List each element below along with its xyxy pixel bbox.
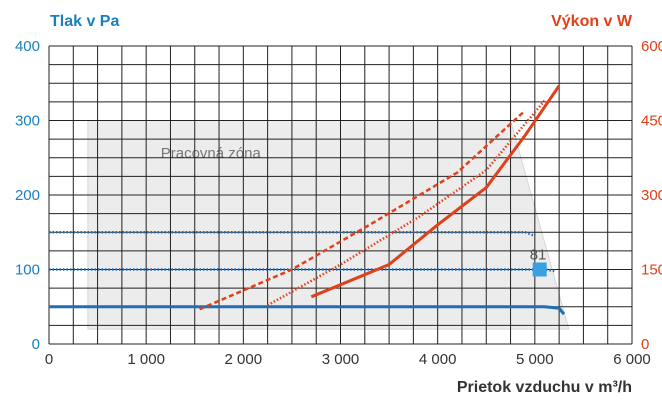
y-axis-right-label: Výkon v W: [551, 13, 633, 30]
working-zone: Pracovná zóna: [87, 120, 570, 330]
power-curve-2: [267, 99, 546, 307]
y-right-tick-label: 450: [641, 113, 662, 130]
x-tick-label: 6 000: [613, 351, 651, 368]
x-axis-label: Prietok vzduchu v m³/h: [457, 379, 632, 396]
operating-point-marker: [532, 262, 547, 277]
y-left-tick-label: 100: [15, 262, 40, 279]
operating-point-label: 81: [530, 247, 547, 264]
grid: [48, 45, 633, 345]
x-tick-label: 3 000: [322, 351, 360, 368]
working-zone-label: Pracovná zóna: [161, 145, 262, 162]
x-tick-label: 0: [45, 351, 53, 368]
y-left-tick-label: 300: [15, 113, 40, 130]
y-right-tick-label: 300: [641, 187, 662, 204]
y-right-tick-label: 600: [641, 38, 662, 55]
pressure-curve-1: [49, 305, 566, 316]
x-tick-label: 2 000: [225, 351, 263, 368]
y-right-tick-label: 150: [641, 262, 662, 279]
y-axis-left-label: Tlak v Pa: [50, 13, 119, 30]
y-left-tick-label: 400: [15, 38, 40, 55]
pressure-curve-2: [49, 268, 555, 273]
operating-point-layer: 81: [530, 247, 547, 277]
power-curve-1: [310, 84, 561, 299]
y-left-tick-label: 0: [32, 336, 40, 353]
y-left-tick-label: 200: [15, 187, 40, 204]
x-tick-label: 4 000: [419, 351, 457, 368]
x-tick-label: 5 000: [516, 351, 554, 368]
series-layer: [49, 84, 566, 316]
pressure-curve-3: [49, 231, 536, 238]
x-tick-label: 1 000: [127, 351, 165, 368]
power-curve-3: [199, 109, 526, 311]
y-right-tick-label: 0: [641, 336, 649, 353]
